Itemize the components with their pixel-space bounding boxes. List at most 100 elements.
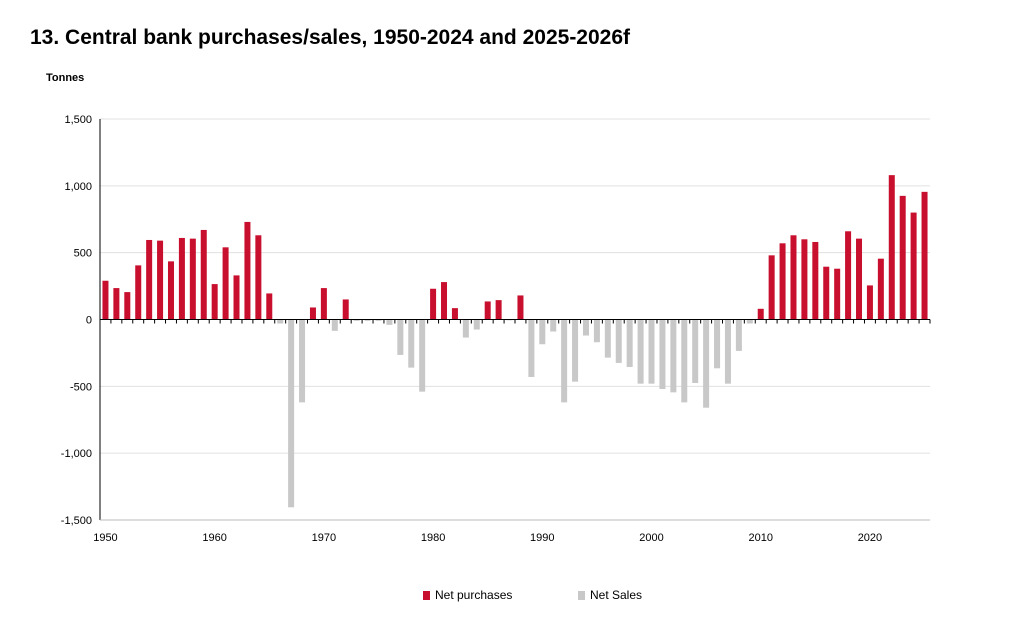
axes [99, 119, 931, 521]
legend-item-net-sales: Net Sales [578, 588, 642, 602]
bar-net-sale [582, 319, 589, 336]
bar-net-purchase [244, 221, 251, 320]
bar-net-purchase [910, 212, 917, 320]
y-tick-label: -1,000 [61, 448, 92, 460]
x-tick-label: 1980 [421, 532, 445, 544]
bar-net-sale [462, 319, 469, 338]
bar-net-purchase [921, 191, 928, 320]
bar-net-sale [681, 319, 688, 403]
bar-net-purchase [484, 301, 491, 320]
bar-net-purchase [189, 238, 196, 320]
bar-net-purchase [342, 299, 349, 320]
bar-net-purchase [757, 308, 764, 320]
bar-net-sale [703, 319, 710, 408]
bar-net-sale [419, 319, 426, 392]
bar-net-purchase [441, 282, 448, 320]
bar-net-purchase [856, 238, 863, 320]
bar-net-purchase [157, 240, 164, 320]
bar-net-sale [408, 319, 415, 368]
bar-net-purchase [320, 288, 327, 320]
bar-net-sale [375, 319, 382, 321]
bar-net-sale [364, 319, 371, 321]
bar-net-sale [288, 319, 295, 508]
x-tick-labels: 1950 1960 1970 1980 1990 2000 2010 2020 [93, 532, 882, 544]
y-tick-label: 1,500 [64, 114, 92, 126]
bar-net-purchase [812, 241, 819, 320]
x-tick-label: 1990 [530, 532, 554, 544]
bar-net-purchase [200, 229, 207, 320]
bar-net-purchase [517, 295, 524, 320]
legend-swatch-net-purchases [423, 590, 430, 600]
x-tick-label: 2020 [858, 532, 882, 544]
bar-net-sale [550, 319, 557, 332]
bar-net-sale [724, 319, 731, 384]
bar-net-purchase [222, 247, 229, 320]
y-tick-label: 0 [86, 315, 92, 327]
x-tick-label: 1950 [93, 532, 117, 544]
bar-net-sale [539, 319, 546, 345]
bar-net-sale [637, 319, 644, 384]
bar-net-purchase [834, 268, 841, 320]
bar-net-sale [670, 319, 677, 393]
y-axis-label: Tonnes [46, 72, 85, 84]
bar-net-purchase [135, 265, 142, 320]
legend-item-net-purchases: Net purchases [423, 588, 512, 602]
bar-net-sale [473, 319, 480, 330]
bar-net-sale [331, 319, 338, 331]
y-tick-labels: 1,500 1,000 500 0 -500 -1,000 -1,500 [61, 114, 92, 527]
x-tick-label: 1960 [202, 532, 226, 544]
bar-net-purchase [888, 175, 895, 320]
bar-net-sale [593, 319, 600, 343]
bar-net-purchase [167, 261, 174, 320]
bar-net-sale [299, 319, 306, 403]
bar-net-sale [746, 319, 753, 324]
bar-net-purchase [266, 293, 273, 320]
bar-net-purchase [146, 239, 153, 320]
bar-net-purchase [899, 195, 906, 320]
bar-net-purchase [451, 308, 458, 320]
x-tick-label: 2010 [748, 532, 772, 544]
bar-net-purchase [124, 292, 131, 320]
bar-net-purchase [845, 231, 852, 320]
bar-net-sale [714, 319, 721, 369]
bars [102, 175, 928, 508]
bar-net-sale [735, 319, 742, 351]
bar-net-sale [572, 319, 579, 382]
bar-net-purchase [768, 255, 775, 320]
bar-net-sale [604, 319, 611, 358]
legend-swatch-net-sales [578, 590, 585, 600]
legend-label-net-sales: Net Sales [590, 588, 643, 602]
legend-label-net-purchases: Net purchases [435, 588, 513, 602]
bar-net-sale [615, 319, 622, 363]
bar-net-purchase [877, 258, 884, 320]
bar-net-sale [561, 319, 568, 403]
bar-net-sale [659, 319, 666, 390]
bar-net-purchase [430, 288, 437, 320]
bar-net-sale [648, 319, 655, 384]
bar-net-purchase [233, 275, 240, 320]
bar-net-purchase [113, 288, 120, 320]
bar-net-purchase [866, 285, 873, 320]
bar-net-sale [626, 319, 633, 367]
bar-net-sale [528, 319, 535, 377]
bar-net-sale [692, 319, 699, 383]
bar-net-purchase [309, 307, 316, 320]
y-tick-label: 500 [74, 248, 92, 260]
bar-net-sale [386, 319, 393, 325]
bar-net-purchase [255, 235, 262, 320]
y-tick-label: 1,000 [64, 181, 92, 193]
bar-net-purchase [178, 237, 185, 320]
y-tick-label: -1,500 [61, 515, 92, 527]
bar-net-purchase [495, 300, 502, 320]
x-tick-label: 1970 [312, 532, 336, 544]
chart-title: 13. Central bank purchases/sales, 1950-2… [30, 26, 631, 49]
bar-net-sale [397, 319, 404, 355]
bar-net-purchase [211, 284, 218, 320]
bar-net-purchase [102, 280, 109, 320]
y-tick-label: -500 [70, 381, 92, 393]
bar-net-sale [277, 319, 284, 324]
x-tick-label: 2000 [639, 532, 663, 544]
bar-net-purchase [801, 239, 808, 320]
bar-net-purchase [779, 243, 786, 320]
